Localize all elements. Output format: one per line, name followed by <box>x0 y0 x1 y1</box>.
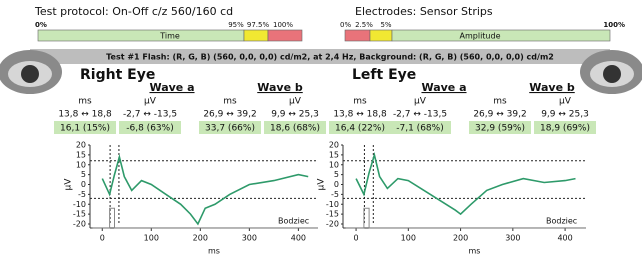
bar-mark: 0% <box>35 21 47 29</box>
wave-label: Wave a <box>149 81 194 94</box>
bar-mark: 95% <box>228 21 244 29</box>
value: 32,9 (59%) <box>475 124 525 134</box>
y-tick-label: 10 <box>76 160 86 169</box>
y-tick-label: 5 <box>334 170 339 179</box>
y-tick-label: 20 <box>76 141 86 150</box>
unit: µV <box>414 97 427 107</box>
x-tick-label: 300 <box>505 234 520 243</box>
y-tick-label: -15 <box>326 210 339 219</box>
x-tick-label: 100 <box>144 234 159 243</box>
x-label: ms <box>208 247 220 256</box>
amp-yellow <box>370 30 392 41</box>
y-tick-label: 0 <box>334 180 339 189</box>
erg-report: Test protocol: On-Off c/z 560/160 cd Ele… <box>0 0 642 266</box>
bar-mark: 100% <box>273 21 293 29</box>
wave-label: Wave b <box>529 81 575 94</box>
wave-label: Wave a <box>421 81 466 94</box>
time-red <box>268 30 302 41</box>
series-label: Bodziec <box>546 216 577 225</box>
value: 18,9 (69%) <box>540 124 590 134</box>
range: -2,7 ↔ -13,5 <box>123 110 177 120</box>
series-label: Bodziec <box>278 216 309 225</box>
unit: ms <box>78 97 92 107</box>
y-tick-label: -5 <box>78 190 86 199</box>
range: 13,8 ↔ 18,8 <box>58 110 112 120</box>
x-tick-label: 400 <box>557 234 572 243</box>
y-tick-label: -20 <box>73 220 86 229</box>
wave-label: Wave b <box>257 81 303 94</box>
banner-text: Test #1 Flash: (R, G, B) (560, 0,0, 0,0)… <box>106 53 554 62</box>
y-tick-label: -10 <box>73 200 86 209</box>
unit: ms <box>223 97 237 107</box>
y-tick-label: 15 <box>76 150 86 159</box>
unit: µV <box>559 97 572 107</box>
value: -6,8 (63%) <box>126 124 173 134</box>
value: -7,1 (68%) <box>396 124 443 134</box>
range: 26,9 ↔ 39,2 <box>473 110 526 120</box>
bar-mark: 0% <box>340 21 351 29</box>
y-tick-label: 5 <box>81 170 86 179</box>
bar-mark: 5% <box>380 21 391 29</box>
x-label: ms <box>469 247 481 256</box>
x-tick-label: 0 <box>354 234 359 243</box>
eye-title: Left Eye <box>352 67 416 83</box>
unit: ms <box>353 97 367 107</box>
unit: ms <box>493 97 507 107</box>
amp-label: Amplitude <box>460 32 501 41</box>
range: 9,9 ↔ 25,3 <box>271 110 319 120</box>
y-label: µV <box>64 178 74 191</box>
protocol: Test protocol: On-Off c/z 560/160 cd <box>34 5 233 18</box>
y-tick-label: 20 <box>329 141 339 150</box>
x-tick-label: 300 <box>242 234 257 243</box>
y-tick-label: -20 <box>326 220 339 229</box>
range: -2,7 ↔ -13,5 <box>393 110 447 120</box>
amp-red <box>345 30 370 41</box>
range: 13,8 ↔ 18,8 <box>333 110 387 120</box>
y-label: µV <box>317 178 327 191</box>
bar-mark: 2.5% <box>355 21 373 29</box>
y-tick-label: -5 <box>331 190 339 199</box>
unit: µV <box>289 97 302 107</box>
value: 33,7 (66%) <box>205 124 255 134</box>
value: 16,1 (15%) <box>60 124 110 134</box>
value: 18,6 (68%) <box>270 124 320 134</box>
value: 16,4 (22%) <box>335 124 385 134</box>
range: 9,9 ↔ 25,3 <box>541 110 589 120</box>
range: 26,9 ↔ 39,2 <box>203 110 256 120</box>
amp-green <box>392 30 610 41</box>
bar-mark: 100% <box>603 21 625 29</box>
eye-title: Right Eye <box>80 67 155 83</box>
y-tick-label: 10 <box>329 160 339 169</box>
y-tick-label: 15 <box>329 150 339 159</box>
x-tick-label: 0 <box>100 234 105 243</box>
y-tick-label: -15 <box>73 210 86 219</box>
y-tick-label: 0 <box>81 180 86 189</box>
bar-mark: 97.5% <box>247 21 270 29</box>
trace <box>102 157 308 224</box>
x-tick-label: 400 <box>291 234 306 243</box>
x-tick-label: 200 <box>453 234 468 243</box>
y-tick-label: -10 <box>326 200 339 209</box>
time-green <box>38 30 244 41</box>
unit: µV <box>144 97 157 107</box>
x-tick-label: 200 <box>193 234 208 243</box>
x-tick-label: 100 <box>401 234 416 243</box>
time-label: Time <box>159 32 180 41</box>
electrodes: Electrodes: Sensor Strips <box>355 5 493 18</box>
trace <box>356 155 575 214</box>
time-yellow <box>244 30 268 41</box>
